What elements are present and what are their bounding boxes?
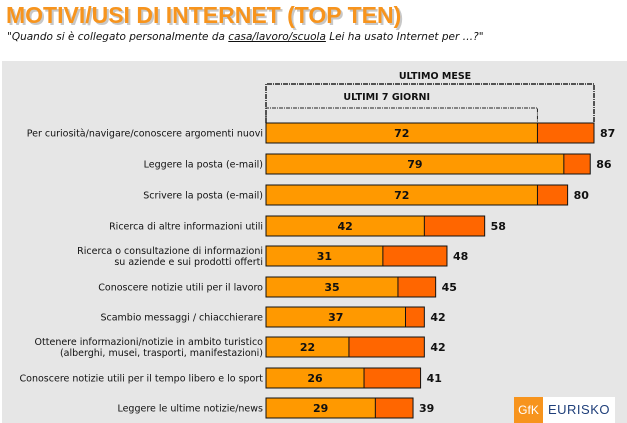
subtitle-text-end: Lei ha usato Internet per …?" [325, 31, 484, 43]
value-label-mese: 80 [574, 189, 590, 202]
bar-ultimi-7-giorni [265, 215, 425, 237]
logo-eurisko: EURISKO [543, 397, 615, 423]
gfk-eurisko-logo: GfK EURISKO [514, 397, 615, 423]
value-label-7-giorni: 26 [307, 372, 323, 385]
subtitle-underlined: casa/lavoro/scuola [228, 31, 326, 43]
page-title: MOTIVI/USI DI INTERNET (TOP TEN) [6, 2, 402, 28]
value-label-mese: 58 [491, 220, 506, 233]
category-label: (alberghi, musei, trasporti, manifestazi… [60, 348, 263, 359]
bar-ultimi-7-giorni [265, 306, 406, 328]
bracket-label-ultimo-mese: ULTIMO MESE [399, 71, 471, 82]
value-label-mese: 41 [427, 372, 442, 385]
value-label-mese: 42 [430, 341, 445, 354]
category-label: Ottenere informazioni/notizie in ambito … [35, 337, 264, 348]
value-label-7-giorni: 35 [324, 281, 339, 294]
logo-gfk: GfK [514, 397, 543, 423]
value-label-mese: 87 [600, 127, 615, 140]
category-label: Conoscere notizie utili per il tempo lib… [20, 374, 264, 385]
value-label-mese: 86 [596, 158, 612, 171]
category-label: su aziende e sui prodotti offerti [114, 257, 263, 268]
chart-panel [2, 61, 627, 423]
value-label-7-giorni: 72 [394, 189, 409, 202]
bar-ultimi-7-giorni [265, 367, 365, 389]
category-label: Per curiosità/navigare/conoscere argomen… [27, 129, 263, 140]
category-label: Ricerca o consultazione di informazioni [77, 246, 263, 257]
value-label-mese: 42 [430, 311, 445, 324]
value-label-7-giorni: 37 [328, 311, 343, 324]
value-label-mese: 39 [419, 402, 434, 415]
value-label-7-giorni: 72 [394, 127, 409, 140]
bar-ultimi-7-giorni [265, 153, 565, 175]
bar-ultimi-7-giorni [265, 336, 350, 358]
category-label: Scrivere la posta (e-mail) [143, 191, 263, 202]
bar-ultimi-7-giorni [265, 397, 376, 419]
value-label-7-giorni: 22 [300, 341, 315, 354]
value-label-mese: 45 [442, 281, 457, 294]
value-label-mese: 48 [453, 250, 468, 263]
bar-ultimi-7-giorni [265, 184, 538, 206]
value-label-7-giorni: 31 [317, 250, 332, 263]
bar-ultimi-7-giorni [265, 245, 384, 267]
value-label-7-giorni: 29 [313, 402, 328, 415]
category-label: Conoscere notizie utili per il lavoro [98, 283, 263, 294]
category-label: Leggere la posta (e-mail) [144, 160, 263, 171]
value-label-7-giorni: 42 [338, 220, 353, 233]
bar-ultimi-7-giorni [265, 276, 399, 298]
category-label: Scambio messaggi / chiacchierare [100, 313, 263, 324]
category-label: Leggere le ultime notizie/news [117, 404, 263, 415]
question-subtitle: "Quando si è collegato personalmente da … [7, 31, 484, 43]
subtitle-text: "Quando si è collegato personalmente da [7, 31, 229, 43]
bracket-ultimi-7-giorni [265, 107, 538, 123]
value-label-7-giorni: 79 [407, 158, 422, 171]
bracket-ultimo-mese [265, 83, 595, 123]
bracket-label-ultimi-7-giorni: ULTIMI 7 GIORNI [343, 92, 430, 103]
bar-ultimi-7-giorni [265, 122, 538, 144]
category-label: Ricerca di altre informazioni utili [109, 222, 263, 233]
